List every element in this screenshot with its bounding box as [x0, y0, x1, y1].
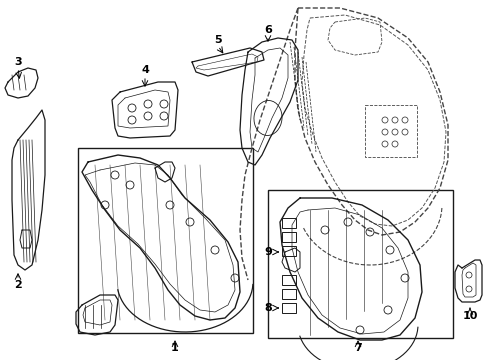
- Bar: [282, 218, 295, 228]
- Bar: [282, 232, 295, 242]
- Bar: [282, 303, 295, 313]
- Text: 4: 4: [141, 65, 149, 75]
- Text: 5: 5: [214, 35, 222, 45]
- Bar: [78, 148, 252, 333]
- Text: 8: 8: [264, 303, 271, 313]
- Text: 10: 10: [461, 311, 477, 321]
- Bar: [282, 246, 295, 256]
- Bar: [282, 289, 295, 299]
- Bar: [364, 105, 416, 157]
- Text: 3: 3: [14, 57, 22, 67]
- Bar: [282, 275, 295, 285]
- Text: 6: 6: [264, 25, 271, 35]
- Text: 2: 2: [14, 280, 22, 290]
- Text: 7: 7: [353, 343, 361, 353]
- Text: 9: 9: [264, 247, 271, 257]
- Bar: [267, 190, 452, 338]
- Text: 1: 1: [171, 343, 179, 353]
